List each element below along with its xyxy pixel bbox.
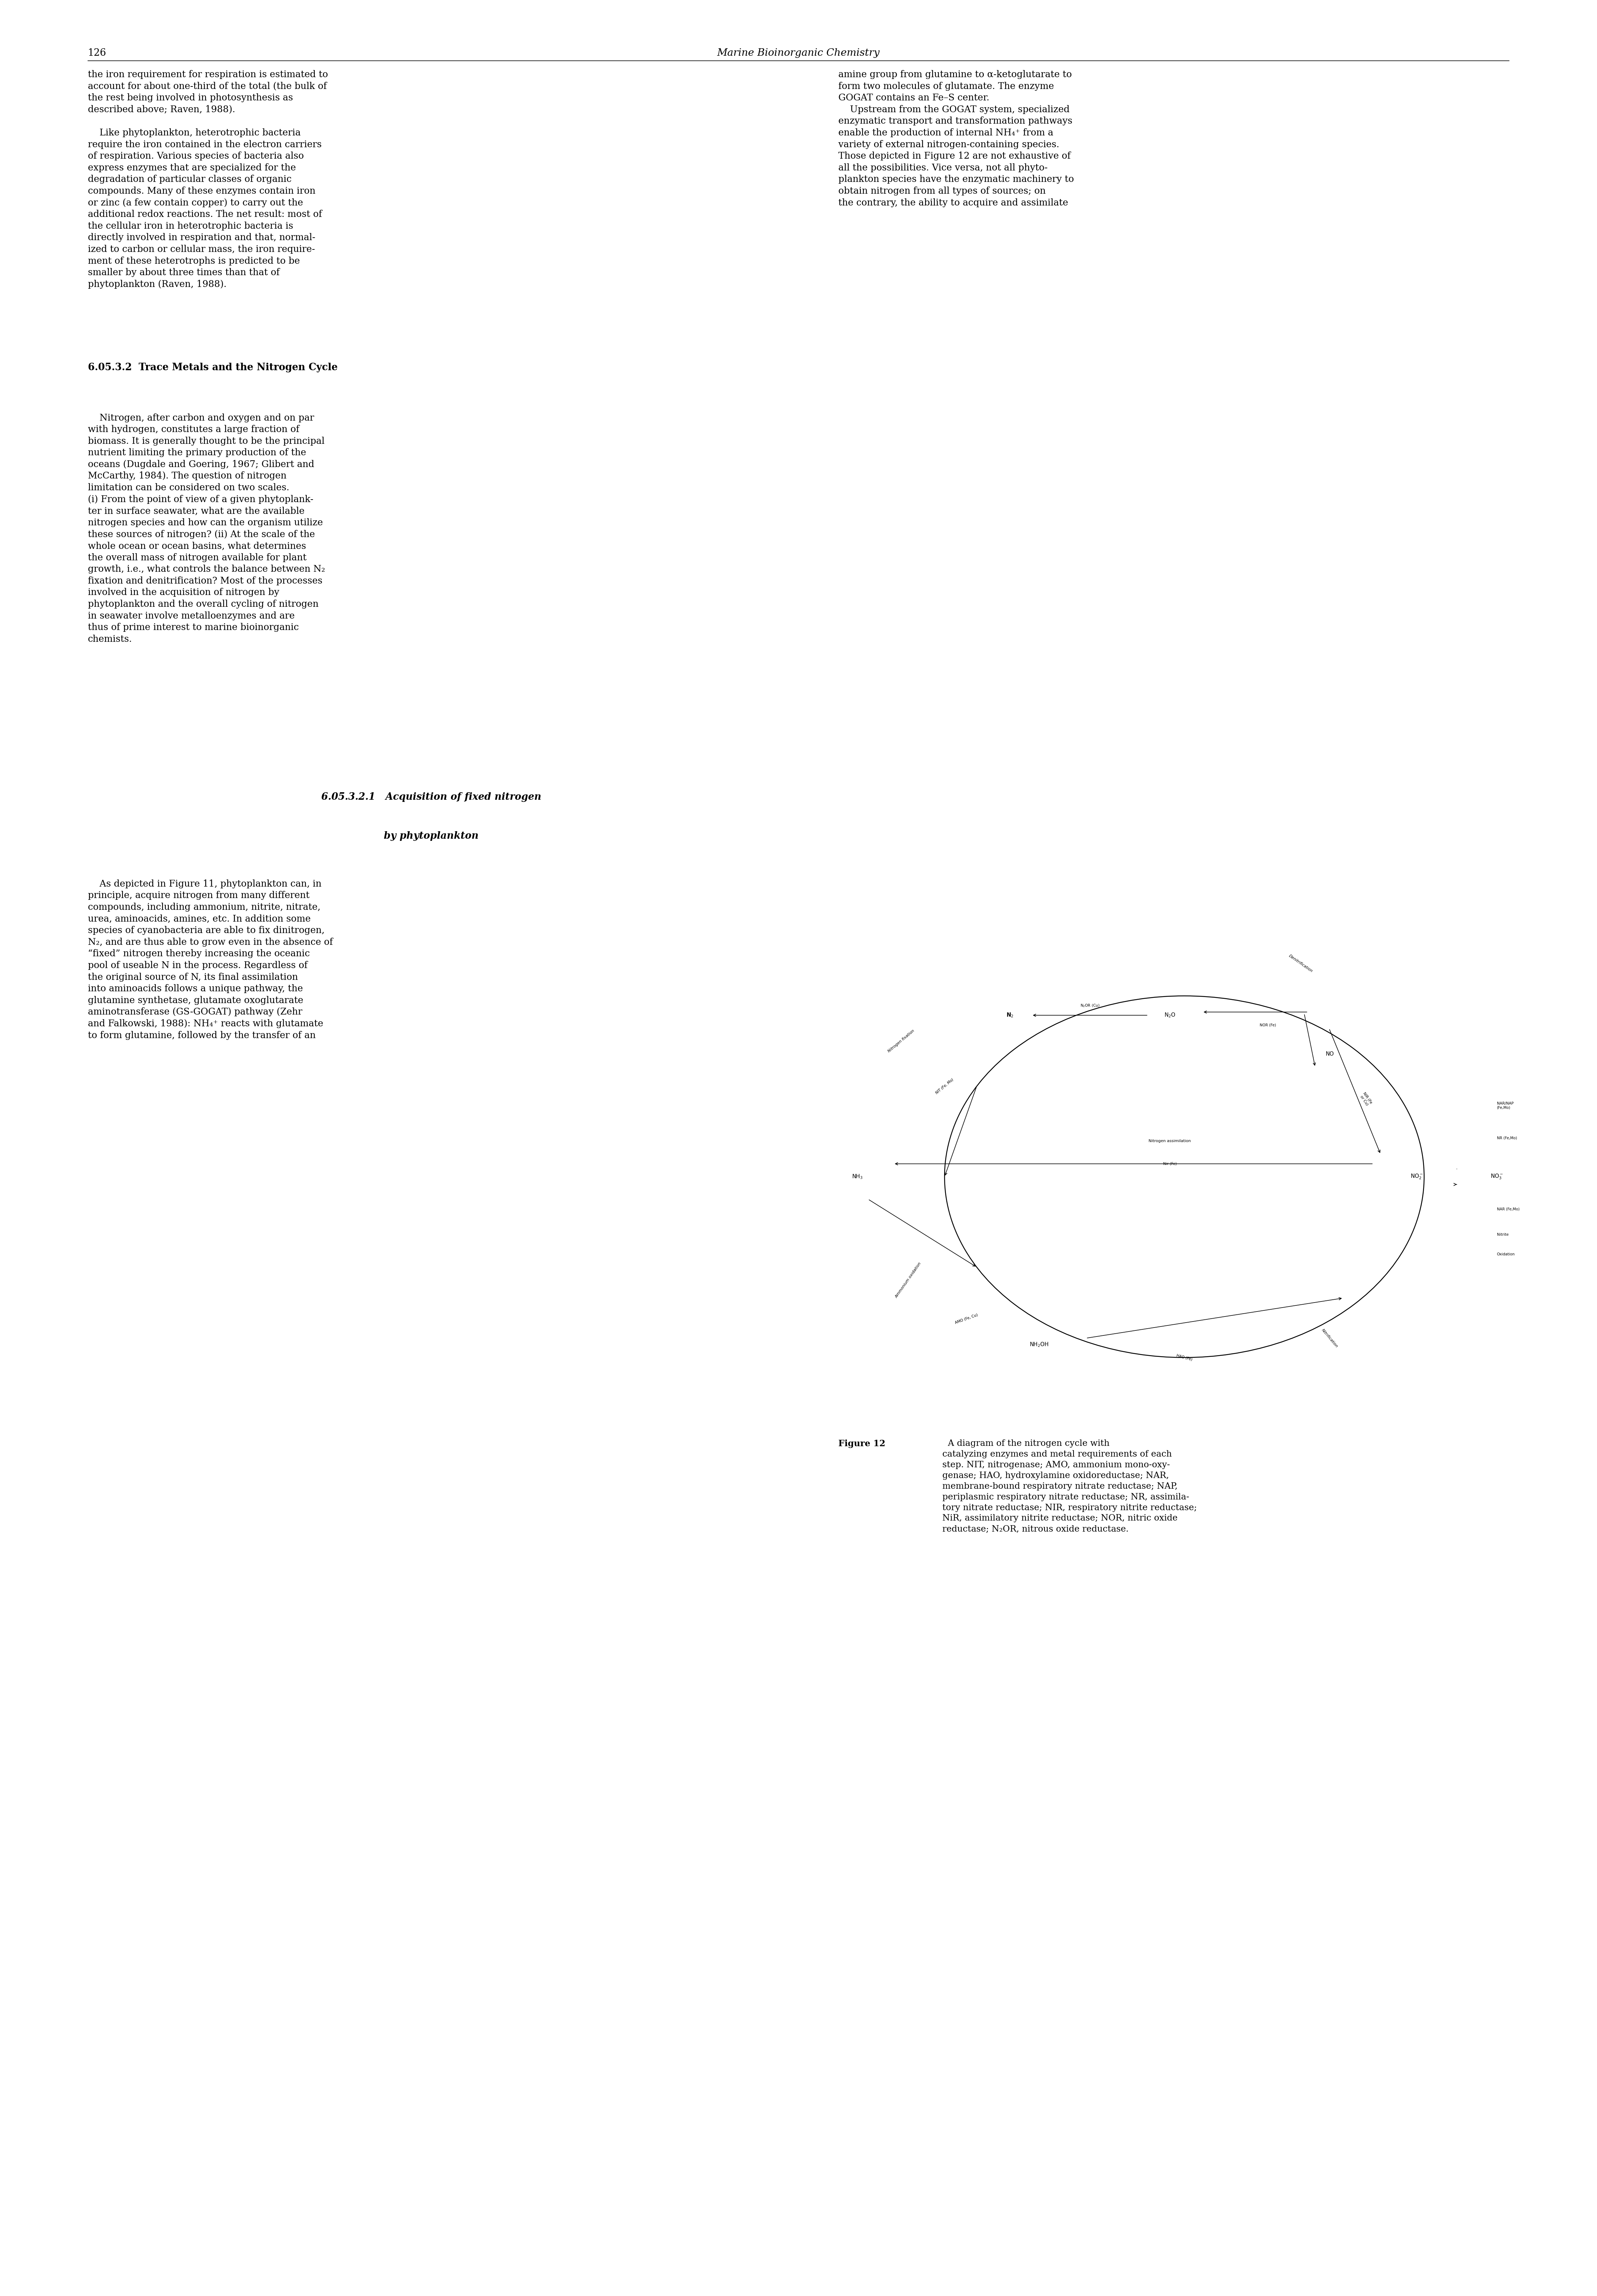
Text: HAO (Fe): HAO (Fe) xyxy=(1175,1355,1193,1362)
Text: 6.05.3.2.1   Acquisition of fixed nitrogen: 6.05.3.2.1 Acquisition of fixed nitrogen xyxy=(321,792,541,801)
Text: 6.05.3.2  Trace Metals and the Nitrogen Cycle: 6.05.3.2 Trace Metals and the Nitrogen C… xyxy=(88,363,337,372)
Text: the iron requirement for respiration is estimated to
account for about one-third: the iron requirement for respiration is … xyxy=(88,69,327,289)
Text: Nitrogen assimilation: Nitrogen assimilation xyxy=(1148,1139,1191,1143)
Text: Nitrogen fixation: Nitrogen fixation xyxy=(886,1029,915,1054)
Text: NOR (Fe): NOR (Fe) xyxy=(1260,1024,1276,1026)
Text: NO$_2^-$: NO$_2^-$ xyxy=(1410,1173,1423,1180)
Text: N$_2$: N$_2$ xyxy=(1006,1013,1014,1019)
Text: NAR/NAP
(Fe,Mo): NAR/NAP (Fe,Mo) xyxy=(1496,1102,1514,1109)
Text: AMO (Fe, Cu): AMO (Fe, Cu) xyxy=(955,1313,979,1325)
Text: Denitrification: Denitrification xyxy=(1289,955,1313,974)
Text: amine group from glutamine to α-ketoglutarate to
form two molecules of glutamate: amine group from glutamine to α-ketoglut… xyxy=(838,69,1075,207)
Text: NO: NO xyxy=(1326,1052,1333,1056)
Text: Marine Bioinorganic Chemistry: Marine Bioinorganic Chemistry xyxy=(717,48,880,57)
Text: NAR (Fe,Mo): NAR (Fe,Mo) xyxy=(1496,1208,1519,1210)
Text: NO$_3^-$: NO$_3^-$ xyxy=(1490,1173,1503,1180)
Text: Nitrite: Nitrite xyxy=(1496,1233,1509,1238)
Text: Oxidation: Oxidation xyxy=(1496,1251,1516,1256)
Text: NIT (Fe, Mo): NIT (Fe, Mo) xyxy=(934,1077,955,1095)
Text: Nitrification: Nitrification xyxy=(1321,1327,1338,1348)
Text: Ammonium oxidation: Ammonium oxidation xyxy=(894,1261,921,1300)
Text: N$_2$O: N$_2$O xyxy=(1164,1013,1175,1019)
Text: N$_2$OR (Cu): N$_2$OR (Cu) xyxy=(1080,1003,1100,1008)
Text: NR (Fe,Mo): NR (Fe,Mo) xyxy=(1496,1137,1517,1139)
Text: NIR (Fe
or Cu): NIR (Fe or Cu) xyxy=(1359,1091,1373,1107)
Text: by phytoplankton: by phytoplankton xyxy=(383,831,479,840)
Text: As depicted in Figure 11, phytoplankton can, in
principle, acquire nitrogen from: As depicted in Figure 11, phytoplankton … xyxy=(88,879,332,1040)
Text: A diagram of the nitrogen cycle with
catalyzing enzymes and metal requirements o: A diagram of the nitrogen cycle with cat… xyxy=(942,1440,1196,1534)
Text: 126: 126 xyxy=(88,48,107,57)
Text: Nir (Fe): Nir (Fe) xyxy=(1163,1162,1177,1166)
Text: Figure 12: Figure 12 xyxy=(838,1440,885,1449)
Text: NH$_3$: NH$_3$ xyxy=(851,1173,862,1180)
Text: Nitrogen, after carbon and oxygen and on par
with hydrogen, constitutes a large : Nitrogen, after carbon and oxygen and on… xyxy=(88,413,326,643)
Text: NH$_2$OH: NH$_2$OH xyxy=(1030,1341,1049,1348)
